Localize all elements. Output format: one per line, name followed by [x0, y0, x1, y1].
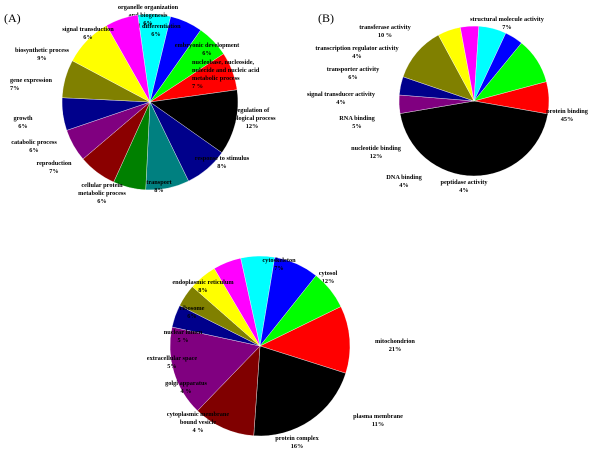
slice-label-embryonic-development: embryonic development 6% [175, 42, 240, 57]
slice-value-label: 21% [389, 346, 402, 353]
slice-label-ribosome: ribosome 6% [180, 305, 205, 320]
slice-value-label: 6% [18, 123, 27, 130]
slice-value-label: 8% [198, 287, 207, 294]
pie-panel-1: (A) organelle organization and biogenesis 6… [4, 4, 276, 205]
slice-label-nuclear-lumen: nuclear lumen 5 % [164, 329, 203, 344]
slice-value-label: 5 % [177, 337, 188, 344]
slice-label-protein-binding: protein binding 45% [546, 108, 589, 123]
slice-label-transporter-activity: transporter activity 6% [327, 66, 380, 81]
slice-value-label: 6% [97, 198, 106, 205]
slice-value-label: 6% [202, 50, 211, 57]
slice-value-label: 4 % [180, 388, 191, 395]
slice-value-label: 7 % [192, 83, 203, 90]
slice-label-plasma-membrane: plasma membrane 11% [353, 413, 403, 428]
pie-slice-mitochondrion [253, 345, 347, 437]
slice-value-label: 5% [167, 363, 176, 370]
pie-slice-cytoskeleton [259, 275, 342, 347]
slice-value-label: 4% [336, 99, 345, 106]
slice-label-reproduction: reproduction 7% [36, 160, 72, 175]
slice-value-label: 6% [29, 147, 38, 154]
slice-value-label: 8% [217, 163, 226, 170]
panel-label: (B) [318, 11, 334, 25]
slice-label-cytoskeleton: cytoskeleton 7% [262, 257, 296, 272]
slice-value-label: 9% [37, 55, 46, 62]
slice-label-biosynthetic-process: biosynthetic process 9% [15, 47, 69, 62]
slice-label-catabolic-process: catabolic process 6% [11, 139, 57, 154]
slice-value-label: 7% [10, 85, 19, 92]
slice-label-cytosol: cytosol 12% [319, 270, 338, 285]
slice-label-transcription-regulator-activity: transcription regulator activity 4% [315, 45, 399, 60]
slice-label-peptidase-activity: peptidase activity 4% [440, 179, 488, 194]
pie-slice-cytosol [259, 306, 351, 374]
pie-slice-transferase-activity [473, 42, 547, 102]
slice-value-label: 7% [49, 168, 58, 175]
slice-label-response-to-stimulus: response to stimulus 8% [195, 155, 250, 170]
pie-slice-regulation-of-biological-process [149, 89, 239, 154]
slice-value-label: 6% [151, 31, 160, 38]
slice-value-label: 4% [399, 182, 408, 189]
pie-slice-protein-binding [399, 100, 549, 177]
slice-value-label: 7% [274, 265, 283, 272]
slice-label-transferase-activity: transferase activity 10 % [359, 24, 411, 39]
pie-slice-signal-transduction [106, 14, 151, 103]
slice-value-label: 6% [83, 34, 92, 41]
slice-value-label: 12% [322, 278, 335, 285]
panel-label: (A) [4, 11, 21, 25]
slice-value-label: 10 % [378, 32, 392, 39]
slice-label-dna-binding: DNA binding 4% [386, 174, 422, 189]
slice-label-protein-complex: protein complex 16% [275, 435, 319, 450]
slice-label-cytoplasmic-membrane-bound-vesicle: cytoplasmic membrane bound vesicle 4 % [167, 411, 230, 434]
slice-value-label: 12% [370, 153, 383, 160]
slice-value-label: 45% [561, 116, 574, 123]
slice-label-endoplasmic-reticulum: endoplasmic reticulum 8% [172, 279, 234, 294]
slice-label-mitochondrion: mitochondrion 21% [375, 338, 415, 353]
slice-value-label: 4% [459, 187, 468, 194]
slice-label-organelle-organization-and-biogenesis: organelle organization and biogenesis 6% [118, 4, 179, 27]
slice-label-gene-expression: gene expression 7% [10, 77, 53, 92]
slice-value-label: 16% [291, 443, 304, 450]
slice-label-rna-binding: RNA binding 5% [339, 115, 375, 130]
slice-value-label: 11% [372, 421, 384, 428]
slice-label-extracellular-space: extracellular space 5% [147, 355, 198, 370]
slice-value-label: 6% [187, 313, 196, 320]
slice-label-signal-transducer-activity: signal transducer activity 4% [307, 91, 376, 106]
slice-value-label: 4% [352, 53, 361, 60]
slice-label-nucleobase-nucleoside-nulecide-and-nucleic-acid-metabolic-process: nucleobase, nucleoside, nulecide and nucl… [192, 59, 260, 90]
slice-label-cell-differentiation: cell differentiation 6% [131, 23, 181, 38]
slice-value-label: 7% [502, 24, 511, 31]
slice-label-signal-transduction: signal transduction 6% [62, 26, 114, 41]
slice-value-label: 5% [352, 123, 361, 130]
slice-value-label: 4 % [192, 427, 203, 434]
slice-label-nucleotide-binding: nucleotide binding 12% [351, 145, 402, 160]
slice-label-structural-molecule-activity: structural molecule activity 7% [470, 16, 545, 31]
slice-value-label: 12% [246, 123, 259, 130]
pie-panel-2: (B) structural molecule activity 7% protein… [307, 11, 589, 194]
slice-value-label: 8% [154, 187, 163, 194]
slice-value-label: 6% [348, 74, 357, 81]
slice-label-growth: growth 6% [13, 115, 33, 130]
slice-value-label: 6% [143, 20, 152, 27]
slice-label-transport: transport 8% [146, 179, 172, 194]
slice-label-regulation-of-biological-process: regulation of biological process 12% [228, 107, 276, 130]
slice-label-cellular-protein-metabolic-process: cellular protein metabolic process 6% [78, 182, 126, 205]
pie-slice-protein-complex [169, 326, 261, 412]
slice-label-golgi-apparatus: golgi apparatus 4 % [165, 380, 207, 395]
